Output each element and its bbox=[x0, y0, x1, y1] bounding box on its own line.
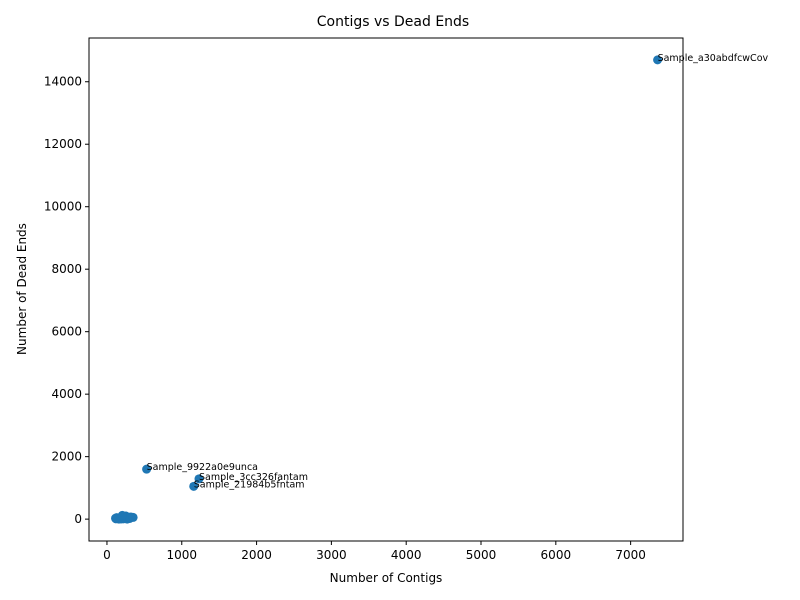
axes-frame bbox=[88, 37, 684, 542]
point-label: Sample_9922a0e9unca bbox=[147, 462, 258, 473]
data-point bbox=[653, 55, 663, 65]
x-tick-label: 4000 bbox=[391, 548, 422, 562]
x-axis: 0 1000 2000 3000 4000 5000 6000 7000 bbox=[103, 541, 646, 562]
y-tick-label: 0 bbox=[74, 512, 82, 526]
y-tick-label: 8000 bbox=[51, 262, 82, 276]
chart-title: Contigs vs Dead Ends bbox=[317, 14, 469, 30]
y-tick-label: 14000 bbox=[44, 75, 82, 89]
plot-area: Sample_a30abdfcwCovSample_9922a0e9uncaSa… bbox=[111, 53, 769, 524]
y-tick-label: 2000 bbox=[51, 450, 82, 464]
y-axis-title: Number of Dead Ends bbox=[15, 223, 29, 355]
data-point bbox=[189, 481, 199, 491]
x-tick-label: 6000 bbox=[541, 548, 572, 562]
x-tick-label: 7000 bbox=[615, 548, 646, 562]
x-tick-label: 0 bbox=[103, 548, 111, 562]
y-tick-label: 12000 bbox=[44, 137, 82, 151]
data-point bbox=[111, 513, 121, 523]
x-tick-label: 3000 bbox=[316, 548, 347, 562]
data-point bbox=[128, 512, 138, 522]
data-point bbox=[117, 510, 127, 520]
point-label: Sample_3cc326fantam bbox=[199, 472, 308, 483]
point-label: Sample_21984b5fntam bbox=[194, 479, 305, 490]
data-point bbox=[142, 464, 152, 474]
x-tick-label: 1000 bbox=[166, 548, 197, 562]
x-axis-title: Number of Contigs bbox=[330, 571, 443, 585]
data-point bbox=[194, 474, 204, 484]
y-axis: 0 2000 4000 6000 8000 10000 12000 14000 bbox=[44, 75, 89, 526]
x-tick-label: 2000 bbox=[241, 548, 272, 562]
y-tick-label: 10000 bbox=[44, 200, 82, 214]
x-tick-label: 5000 bbox=[466, 548, 497, 562]
y-tick-label: 6000 bbox=[51, 325, 82, 339]
point-label: Sample_a30abdfcwCov bbox=[658, 53, 769, 64]
y-tick-label: 4000 bbox=[51, 387, 82, 401]
